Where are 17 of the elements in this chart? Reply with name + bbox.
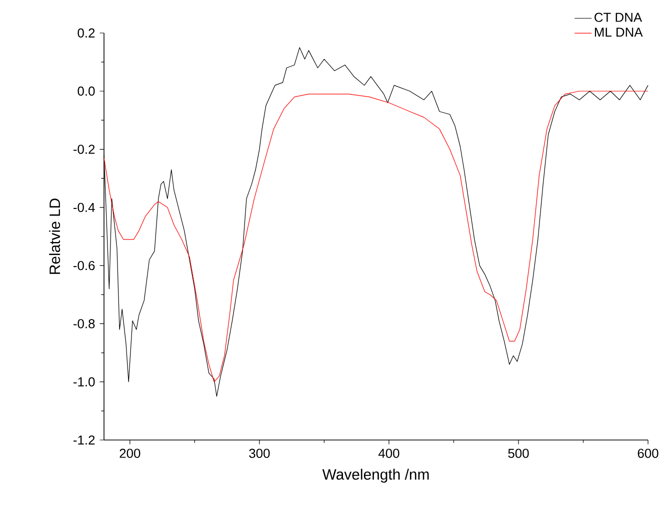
x-tick-label: 400 — [378, 448, 400, 458]
y-tick-label: -1.2 — [73, 435, 95, 445]
y-tick-label: -0.8 — [73, 319, 95, 328]
y-tick-label: -0.2 — [73, 144, 95, 154]
y-tick-label: 0.0 — [78, 86, 95, 96]
legend-label: ML DNA — [594, 28, 643, 37]
y-axis-title: Relatvie LD — [49, 198, 60, 274]
x-tick-label: 300 — [249, 448, 270, 458]
y-tick-label: -0.4 — [73, 202, 95, 212]
x-tick-label: 500 — [508, 448, 529, 458]
x-axis-title: Wavelength /nm — [322, 468, 429, 483]
y-tick-label: -1.0 — [73, 377, 95, 386]
y-tick-label: -0.6 — [73, 260, 95, 270]
y-tick-label: 0.2 — [78, 28, 95, 38]
legend-label: CT DNA — [594, 12, 642, 22]
x-tick-label: 600 — [638, 448, 658, 458]
x-tick-label: 200 — [120, 448, 140, 458]
